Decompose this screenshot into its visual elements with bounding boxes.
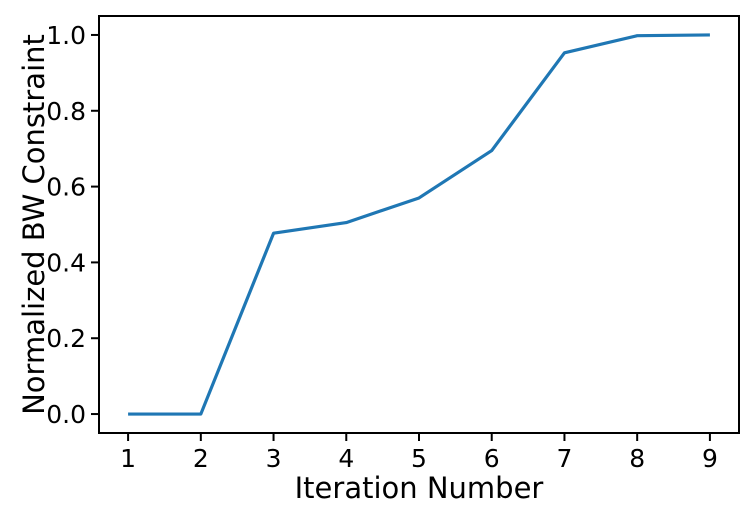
plot-area	[99, 16, 739, 433]
y-tick-label: 0.6	[46, 173, 86, 202]
x-tick-label: 6	[484, 444, 500, 473]
x-tick-label: 1	[120, 444, 136, 473]
x-axis-ticks: 1 2 3 4 5 6 7 8 9	[120, 433, 718, 473]
y-tick-label: 0.0	[46, 400, 86, 429]
x-tick-label: 2	[193, 444, 209, 473]
y-axis-label: Normalized BW Constraint	[17, 34, 51, 415]
y-tick-label: 0.8	[46, 97, 86, 126]
y-tick-label: 0.2	[46, 324, 86, 353]
data-line-series	[128, 33, 710, 416]
y-axis-ticks: 0.0 0.2 0.4 0.6 0.8 1.0	[46, 21, 99, 429]
x-tick-label: 8	[629, 444, 645, 473]
y-tick-label: 1.0	[46, 21, 86, 50]
x-tick-label: 7	[557, 444, 573, 473]
axes-spines	[98, 15, 740, 434]
x-tick-label: 5	[411, 444, 427, 473]
x-tick-label: 3	[266, 444, 282, 473]
x-axis-label: Iteration Number	[295, 471, 544, 505]
x-tick-label: 9	[702, 444, 718, 473]
y-tick-label: 0.4	[46, 248, 86, 277]
x-tick-label: 4	[338, 444, 354, 473]
